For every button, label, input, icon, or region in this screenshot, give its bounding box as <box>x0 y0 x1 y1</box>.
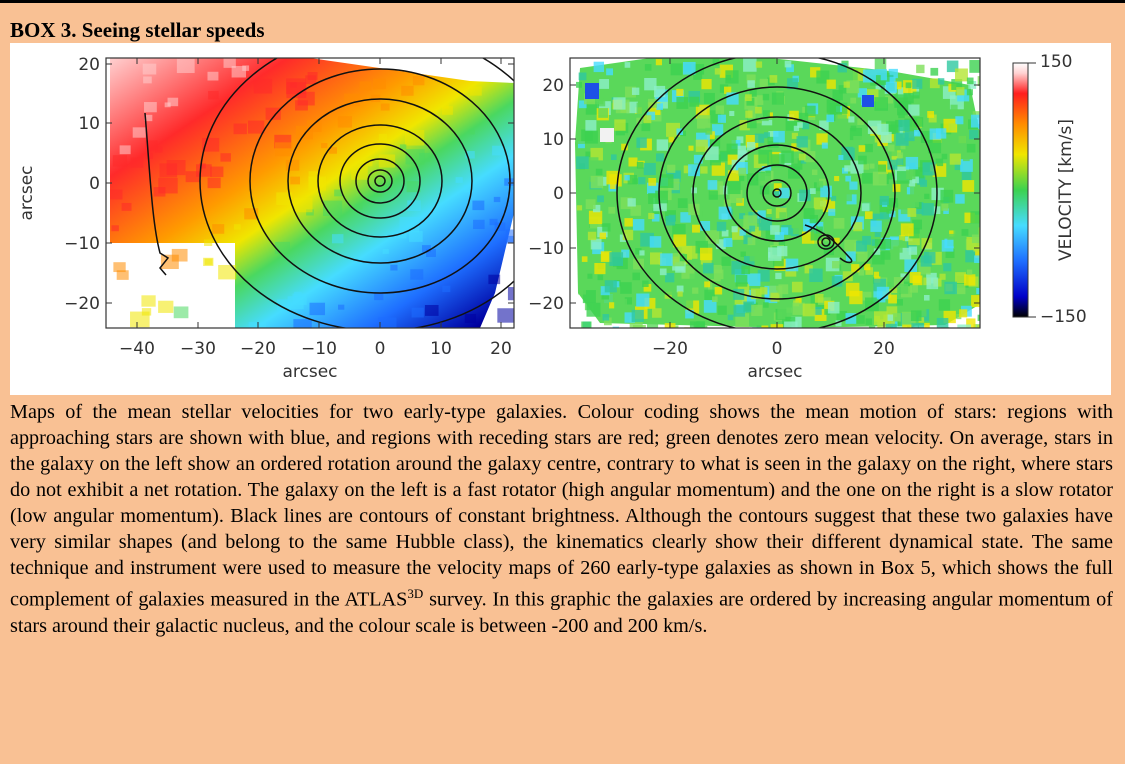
left-xlabel: arcsec <box>282 362 337 382</box>
left-frame <box>105 57 515 329</box>
left-xtick-label: 10 <box>430 339 452 359</box>
right-ytick-label: 0 <box>553 184 564 204</box>
colorbar-max-label: 150 <box>1040 52 1072 72</box>
caption-superscript: 3D <box>407 586 424 601</box>
left-xtick-label: −40 <box>119 339 155 359</box>
right-xtick-label: −20 <box>652 339 688 359</box>
left-axis-ticks: −40 −30 −20 −10 0 10 20 20 10 0 −10 −20 arcsec arcsec <box>17 55 514 382</box>
right-ytick-label: 20 <box>542 76 564 96</box>
left-velocity-field <box>110 58 514 328</box>
right-xtick-label: 20 <box>873 339 895 359</box>
colorbar-label: VELOCITY [km/s] <box>1056 119 1076 261</box>
left-ytick-label: −10 <box>64 234 100 254</box>
figure-caption: Maps of the mean stellar velocities for … <box>10 399 1113 639</box>
left-ylabel: arcsec <box>17 165 37 220</box>
right-velocity-map: −20 0 20 20 10 0 −10 −20 arcsec <box>528 57 981 382</box>
colorbar-min-label: −150 <box>1040 307 1087 327</box>
left-xtick-label: −30 <box>180 339 216 359</box>
left-ytick-label: −20 <box>64 294 100 314</box>
left-xtick-label: −10 <box>301 339 337 359</box>
left-xtick-label: −20 <box>240 339 276 359</box>
right-xtick-label: 0 <box>772 339 783 359</box>
right-brightness-contours <box>616 58 938 328</box>
left-velocity-map: −40 −30 −20 −10 0 10 20 20 10 0 −10 −20 arcsec arcsec <box>17 55 515 382</box>
box-title: BOX 3. Seeing stellar speeds <box>10 18 265 42</box>
left-ytick-label: 0 <box>89 174 100 194</box>
velocity-maps-figure: −40 −30 −20 −10 0 10 20 20 10 0 −10 −20 arcsec arcsec <box>10 43 1111 395</box>
colorbar-gradient <box>1012 62 1029 318</box>
left-xtick-label: 20 <box>490 339 512 359</box>
right-xlabel: arcsec <box>747 362 802 382</box>
left-xtick-label: 0 <box>375 339 386 359</box>
velocity-colorbar: 150 −150 VELOCITY [km/s] <box>1012 52 1087 327</box>
velocity-maps-svg: −40 −30 −20 −10 0 10 20 20 10 0 −10 −20 arcsec arcsec <box>17 52 1087 382</box>
right-axis-ticks: −20 0 20 20 10 0 −10 −20 arcsec <box>528 58 980 382</box>
right-ytick-label: −20 <box>528 294 564 314</box>
left-ytick-label: 10 <box>78 114 100 134</box>
right-ytick-label: −10 <box>528 239 564 259</box>
left-ytick-label: 20 <box>78 55 100 75</box>
caption-text-part1: Maps of the mean stellar velocities for … <box>10 401 1113 611</box>
caption-text-part2: survey. In this graphic the galaxies are… <box>10 588 1113 637</box>
right-ytick-label: 10 <box>542 130 564 150</box>
left-brightness-contours <box>144 58 514 328</box>
